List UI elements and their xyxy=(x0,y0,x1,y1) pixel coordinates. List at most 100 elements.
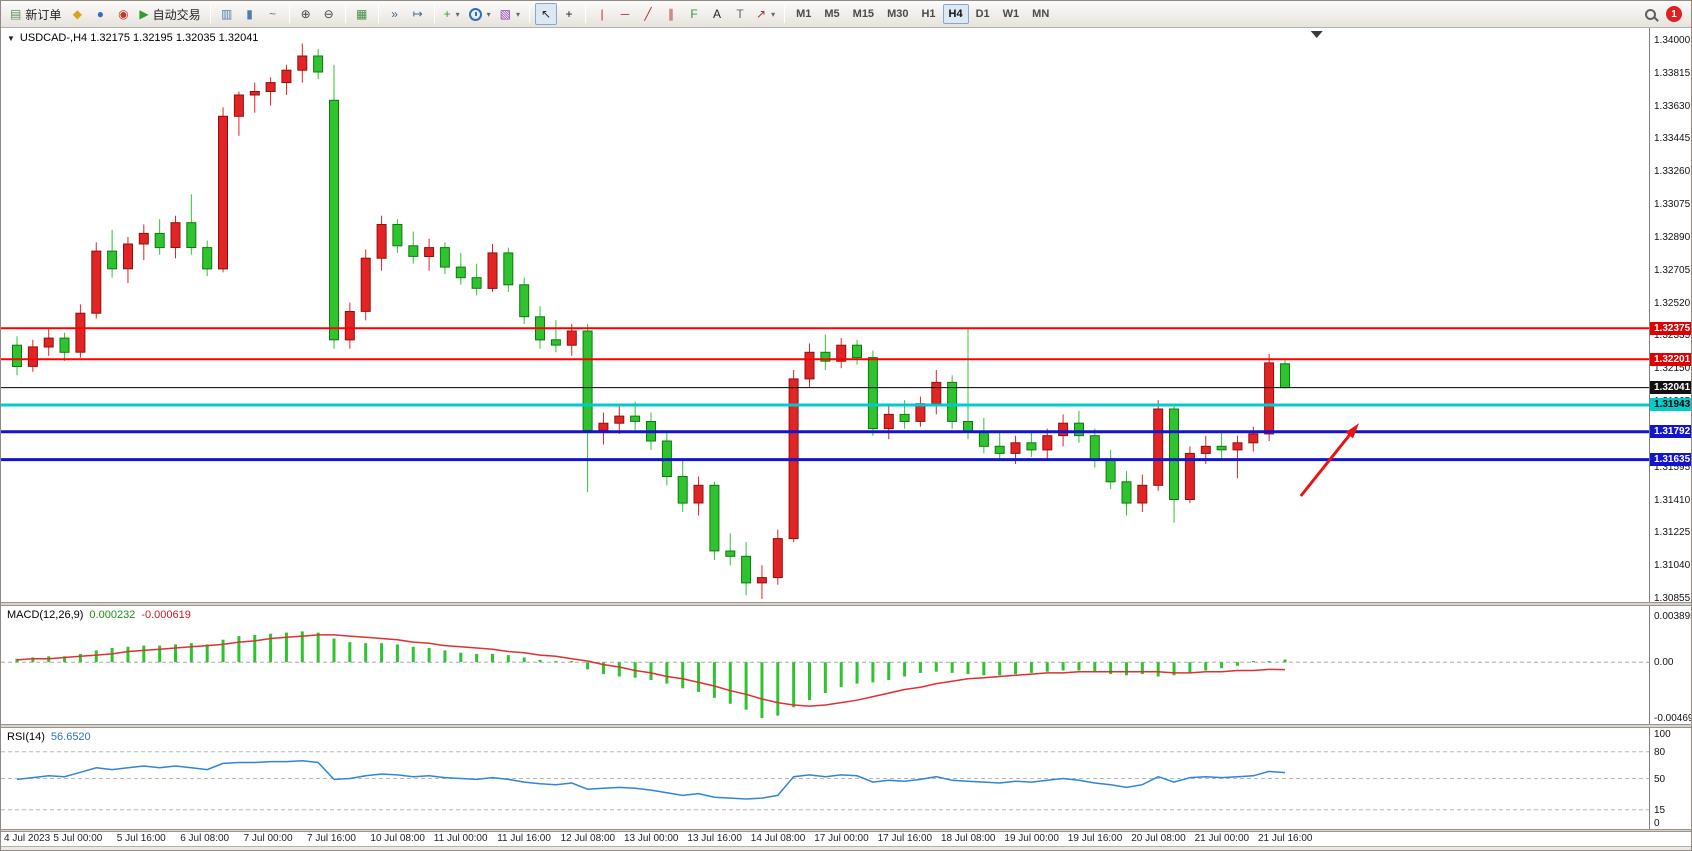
crosshair-icon[interactable]: + xyxy=(558,3,580,25)
line-chart-icon[interactable]: ~ xyxy=(262,3,284,25)
price-axis[interactable]: 1.34000 1.33815 1.33630 1.33445 1.33260 1.330… xyxy=(1649,28,1691,602)
time-axis[interactable]: 4 Jul 2023 5 Jul 00:00 5 Jul 16:00 6 Jul 08… xyxy=(1,832,1691,846)
new-order-button[interactable]: ▤ 新订单 xyxy=(6,3,65,25)
rsi-panel[interactable]: 100 80 50 15 0 RSI(14) 56.6520 xyxy=(1,728,1691,829)
time-label: 21 Jul 16:00 xyxy=(1258,833,1313,844)
tf-m1[interactable]: M1 xyxy=(790,4,817,24)
tf-m5-label: M5 xyxy=(824,8,840,20)
zoom-out-icon[interactable]: ⊖ xyxy=(318,3,340,25)
toolbar-separator xyxy=(209,5,211,23)
toolbar-separator xyxy=(529,5,531,23)
macd-axis-label: 0.003895 xyxy=(1654,611,1692,622)
candlestick-plot[interactable] xyxy=(1,28,1649,602)
rsi-axis-label: 80 xyxy=(1654,746,1666,758)
crosshair-icon-glyph: + xyxy=(565,7,573,21)
rsi-axis-label: 0 xyxy=(1654,818,1660,829)
toolbar-separator xyxy=(288,5,290,23)
templates-button[interactable]: ▧ ▾ xyxy=(496,3,524,25)
chart-shift-icon[interactable]: ↦ xyxy=(407,3,429,25)
rsi-axis-label: 15 xyxy=(1654,804,1666,816)
price-tick: 1.31410 xyxy=(1654,494,1691,506)
price-badge: 1.31943 xyxy=(1650,398,1691,412)
candlestick-icon[interactable]: ▮ xyxy=(239,3,261,25)
auto-scroll-icon[interactable]: » xyxy=(384,3,406,25)
arrows-icon-caret: ▾ xyxy=(771,9,776,19)
horizontal-line-icon-glyph: ─ xyxy=(620,7,630,21)
market-icon[interactable]: ◉ xyxy=(112,3,134,25)
macd-panel[interactable]: 0.003895 0.00 -0.004699 MACD(12,26,9) 0.00… xyxy=(1,606,1692,724)
channel-icon[interactable]: ∥ xyxy=(660,3,682,25)
tf-m30[interactable]: M30 xyxy=(881,4,914,24)
price-badge: 1.31792 xyxy=(1650,425,1691,439)
tf-mn-label: MN xyxy=(1032,8,1050,20)
mql5-icon-glyph: ◆ xyxy=(72,7,82,21)
zoom-in-icon[interactable]: ⊕ xyxy=(295,3,317,25)
price-tick: 1.33630 xyxy=(1654,100,1691,112)
arrows-icon[interactable]: ↗ ▾ xyxy=(752,3,779,25)
horizontal-line-icon[interactable]: ─ xyxy=(614,3,636,25)
chart-ohlc-text: USDCAD-,H4 1.32175 1.32195 1.32035 1.320… xyxy=(19,32,259,44)
trendline-icon[interactable]: ╱ xyxy=(637,3,659,25)
price-tick: 1.31225 xyxy=(1654,527,1691,539)
indicators-button-caret: ▾ xyxy=(455,9,460,19)
macd-axis[interactable]: 0.003895 0.00 -0.004699 xyxy=(1649,606,1692,724)
panel-separator-macd-rsi[interactable] xyxy=(1,724,1691,728)
zoom-out-icon-glyph: ⊖ xyxy=(323,7,334,21)
toolbar-right: 1 xyxy=(1645,6,1686,22)
cursor-icon[interactable]: ↖ xyxy=(535,3,558,25)
time-label: 12 Jul 08:00 xyxy=(560,833,616,844)
toolbar-separator xyxy=(377,5,379,23)
line-chart-icon-glyph: ~ xyxy=(269,7,277,21)
tf-d1[interactable]: D1 xyxy=(970,4,996,24)
indicators-button[interactable]: + ▾ xyxy=(440,3,464,25)
periods-button[interactable]: ▾ xyxy=(465,3,495,25)
rsi-value: 56.6520 xyxy=(50,731,91,743)
arrow-annotation[interactable] xyxy=(1299,427,1356,497)
tf-h4[interactable]: H4 xyxy=(942,4,969,24)
time-label: 13 Jul 16:00 xyxy=(687,833,742,844)
tf-m15[interactable]: M15 xyxy=(847,4,880,24)
chart-shift-marker[interactable] xyxy=(1310,31,1323,38)
price-badge: 1.31635 xyxy=(1650,453,1691,467)
notification-badge[interactable]: 1 xyxy=(1666,6,1682,22)
search-icon[interactable] xyxy=(1645,8,1656,20)
text-label-icon[interactable]: T xyxy=(729,3,751,25)
price-tick: 1.32520 xyxy=(1654,297,1691,309)
time-label: 13 Jul 00:00 xyxy=(624,833,679,844)
bar-chart-icon[interactable]: ▥ xyxy=(216,3,238,25)
text-icon[interactable]: A xyxy=(706,3,728,25)
tf-m5[interactable]: M5 xyxy=(818,4,845,24)
autotrading-button[interactable]: ▶ 自动交易 xyxy=(135,3,204,25)
tf-mn[interactable]: MN xyxy=(1026,4,1055,24)
market-icon-glyph: ◉ xyxy=(118,7,129,21)
time-label: 11 Jul 16:00 xyxy=(497,833,551,844)
rsi-axis[interactable]: 100 80 50 15 0 xyxy=(1649,728,1691,829)
chart-collapse-icon[interactable]: ▼ xyxy=(7,33,15,43)
panel-separator-rsi-time[interactable] xyxy=(1,829,1691,832)
macd-main-value: 0.000232 xyxy=(89,609,136,621)
tf-w1[interactable]: W1 xyxy=(997,4,1026,24)
tf-h1[interactable]: H1 xyxy=(915,4,941,24)
chart-header: ▼ USDCAD-,H4 1.32175 1.32195 1.32035 1.3… xyxy=(7,32,258,44)
main-chart-panel[interactable]: 1.34000 1.33815 1.33630 1.33445 1.33260 1.330… xyxy=(1,28,1691,602)
mql5-icon[interactable]: ◆ xyxy=(66,3,88,25)
price-tick: 1.30855 xyxy=(1654,593,1691,602)
tf-w1-label: W1 xyxy=(1002,8,1020,20)
community-icon[interactable]: ● xyxy=(89,3,111,25)
price-tick: 1.33815 xyxy=(1654,67,1691,79)
time-label: 7 Jul 16:00 xyxy=(307,833,356,844)
time-label: 5 Jul 16:00 xyxy=(116,833,166,844)
price-tick: 1.34000 xyxy=(1654,35,1691,46)
time-label: 4 Jul 2023 xyxy=(4,833,51,844)
vertical-line-icon[interactable]: | xyxy=(591,3,613,25)
bar-chart-icon-glyph: ▥ xyxy=(220,7,233,21)
time-label: 14 Jul 08:00 xyxy=(750,833,806,844)
tile-windows-icon[interactable]: ▦ xyxy=(351,3,373,25)
fibonacci-icon[interactable]: F xyxy=(683,3,705,25)
price-tick: 1.31040 xyxy=(1654,560,1691,572)
channel-icon-glyph: ∥ xyxy=(668,7,675,21)
rsi-plot[interactable] xyxy=(1,728,1649,829)
new-order-button-glyph: ▤ xyxy=(10,7,22,21)
macd-plot[interactable] xyxy=(1,606,1649,724)
panel-separator-main-macd[interactable] xyxy=(1,602,1691,606)
